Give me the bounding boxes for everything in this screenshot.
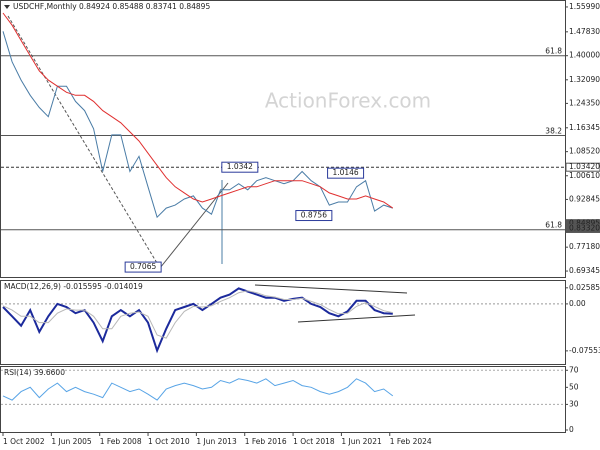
triangle-line: [297, 314, 416, 323]
y-tick-label: 1.40000: [569, 51, 600, 60]
macd-panel: [0, 280, 566, 365]
y-tick-label: 70: [569, 365, 579, 374]
x-tick-label: 1 Feb 2024: [390, 437, 432, 446]
triangle-line: [254, 284, 408, 294]
series-line: [2, 378, 394, 401]
y-tick-label: 0.025858: [569, 283, 600, 292]
main-panel: [0, 0, 566, 278]
y-tick-label: 1.55990: [569, 2, 600, 11]
rsi-panel: [0, 366, 566, 433]
annotation-box: [221, 161, 259, 173]
y-tick-label: 0.77180: [569, 242, 600, 251]
watermark: ActionForex.com: [265, 89, 431, 113]
annotation-label: 1.0146: [332, 168, 358, 177]
fib-label: 61.8: [545, 47, 562, 56]
y-tick-label: 0.00: [569, 299, 586, 308]
y-tick-label: 50: [569, 382, 579, 391]
chart-title: USDCHF,Monthly 0.84924 0.85488 0.83741 0…: [13, 2, 210, 11]
series-line: [2, 290, 393, 339]
price-label-box: [565, 223, 600, 233]
price-label-box: [565, 162, 600, 172]
x-tick-label: 1 Jun 2013: [196, 437, 237, 446]
price-label: 0.83320: [569, 223, 600, 232]
annotation-label: 1.0342: [227, 162, 253, 171]
y-tick-label: 1.24350: [569, 98, 600, 107]
y-tick-label: 0: [569, 425, 574, 434]
fib-label: 61.8: [545, 221, 562, 230]
y-tick-label: 0.92845: [569, 194, 600, 203]
annotation-label: 0.7065: [130, 262, 156, 271]
y-tick-label: 1.08520: [569, 147, 600, 156]
y-tick-label: 30: [569, 399, 579, 408]
annotation-box: [124, 261, 162, 273]
macd-title: MACD(12,26,9) -0.015595 -0.014019: [4, 282, 143, 291]
fib-label: 38.2: [545, 127, 562, 136]
x-tick-label: 1 Oct 2002: [3, 437, 45, 446]
y-tick-label: 1.00610: [569, 171, 600, 180]
x-tick-label: 1 Feb 2008: [100, 437, 142, 446]
trend-line: [7, 15, 161, 269]
series-line: [2, 12, 394, 209]
y-tick-label: 1.47830: [569, 27, 600, 36]
price-label: 1.03420: [569, 162, 600, 171]
price-label: 0.84895: [569, 219, 600, 228]
x-tick-label: 1 Oct 2018: [293, 437, 335, 446]
rsi-title: RSI(14) 39.6600: [4, 368, 65, 377]
x-tick-label: 1 Oct 2010: [148, 437, 190, 446]
y-tick-label: 1.16345: [569, 123, 600, 132]
y-tick-label: 0.69345: [569, 266, 600, 275]
x-tick-label: 1 Feb 2016: [245, 437, 287, 446]
title-arrow: [4, 5, 10, 9]
annotation-box: [327, 167, 365, 179]
y-tick-label: -0.075535: [569, 346, 600, 355]
annotation-box: [295, 210, 333, 222]
y-tick-label: 1.32090: [569, 75, 600, 84]
x-tick-label: 1 Jun 2021: [341, 437, 382, 446]
annotation-label: 0.8756: [301, 211, 327, 220]
x-tick-label: 1 Jun 2005: [51, 437, 92, 446]
series-line: [2, 31, 393, 219]
